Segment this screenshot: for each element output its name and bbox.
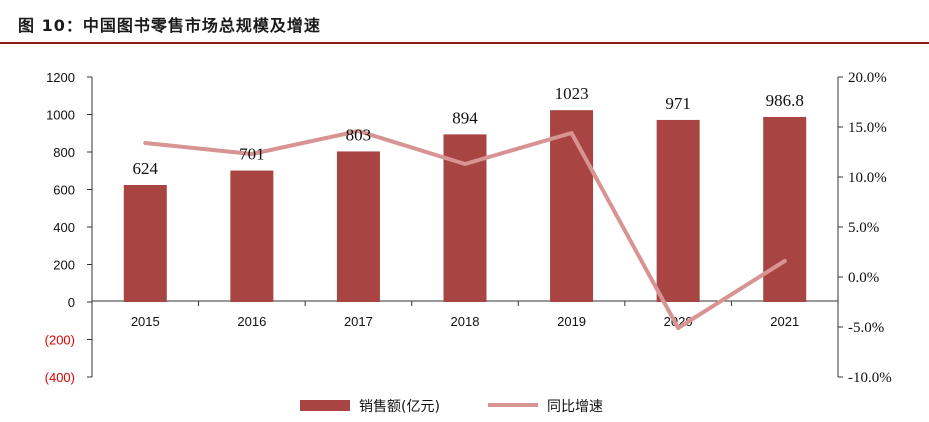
- bar: [763, 116, 807, 302]
- left-tick-label: 1000: [46, 108, 75, 123]
- bar-value-label: 1023: [555, 84, 589, 103]
- growth-line: [143, 129, 787, 330]
- bar: [656, 119, 700, 302]
- right-tick-label: 0.0%: [848, 270, 879, 286]
- bar-value-label: 986.8: [766, 91, 804, 110]
- x-tick-label: 2018: [451, 314, 480, 329]
- bar: [550, 110, 594, 302]
- right-tick-label: 20.0%: [848, 70, 887, 86]
- title-bar: 图 10：中国图书零售市场总规模及增速: [0, 0, 929, 44]
- data-labels: 624 701 803 894 1023 971 986.8: [133, 84, 804, 178]
- bar: [230, 170, 274, 302]
- left-tick-label: 800: [53, 145, 75, 160]
- chart-title: 图 10：中国图书零售市场总规模及增速: [18, 16, 321, 35]
- left-tick-label: 400: [53, 220, 75, 235]
- bar-value-label: 701: [239, 145, 265, 164]
- bar-value-label: 971: [665, 94, 691, 113]
- left-tick-label: 200: [53, 258, 75, 273]
- right-tick-label: 15.0%: [848, 120, 887, 136]
- right-tick-label: 10.0%: [848, 170, 887, 186]
- legend-label-line: 同比增速: [547, 399, 603, 415]
- x-tick-label: 2019: [557, 314, 586, 329]
- left-tick-label: (400): [45, 370, 75, 385]
- bar-value-label: 894: [452, 108, 478, 127]
- legend: 销售额(亿元) 同比增速: [300, 399, 603, 415]
- bar: [123, 185, 167, 302]
- bar-series: [123, 110, 807, 302]
- legend-swatch-bar: [300, 400, 350, 411]
- left-tick-label: (200): [45, 333, 75, 348]
- legend-label-bar: 销售额(亿元): [359, 399, 440, 415]
- x-tick-label: 2017: [344, 314, 373, 329]
- right-tick-label: 5.0%: [848, 220, 879, 236]
- left-tick-label: 600: [53, 183, 75, 198]
- right-tick-label: -10.0%: [848, 370, 892, 386]
- left-tick-label: 1200: [46, 70, 75, 85]
- left-tick-label: 0: [68, 295, 75, 310]
- x-tick-label: 2016: [237, 314, 266, 329]
- line-series: [143, 129, 787, 330]
- bar-value-label: 624: [133, 159, 159, 178]
- right-tick-label: -5.0%: [848, 320, 884, 336]
- x-tick-label: 2015: [131, 314, 160, 329]
- bar: [336, 151, 380, 302]
- x-tick-label: 2021: [770, 314, 799, 329]
- bar-value-label: 803: [346, 125, 372, 144]
